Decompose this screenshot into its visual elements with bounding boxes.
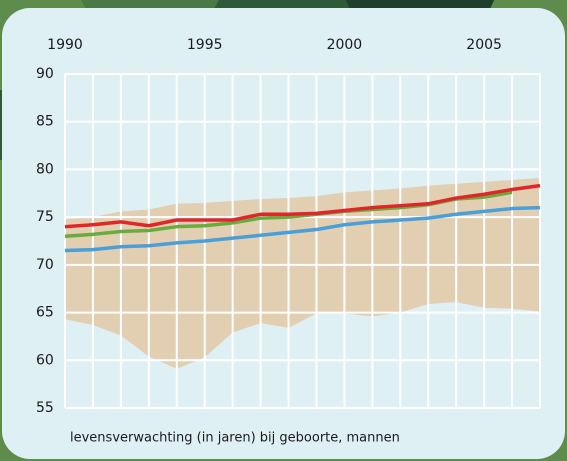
x-tick-label: 1990 <box>47 37 83 53</box>
x-tick-label: 1995 <box>187 37 223 53</box>
x-tick-label: 2005 <box>466 37 502 53</box>
series-line <box>64 183 541 229</box>
y-tick-label: 60 <box>36 352 54 368</box>
y-tick-label: 80 <box>36 161 54 177</box>
y-tick-label: 85 <box>36 114 54 130</box>
caption: levensverwachting (in jaren) bij geboort… <box>70 431 400 446</box>
y-tick-label: 55 <box>36 400 54 416</box>
series-line <box>64 205 541 253</box>
y-tick-label: 65 <box>36 305 54 321</box>
plot: 55 60 65 70 75 80 85 90 1990 1995 2000 2005 <box>36 37 541 416</box>
y-tick-label: 75 <box>36 209 54 225</box>
y-tick-label: 90 <box>36 66 54 82</box>
x-tick-label: 2000 <box>327 37 363 53</box>
y-tick-label: 70 <box>36 257 54 273</box>
